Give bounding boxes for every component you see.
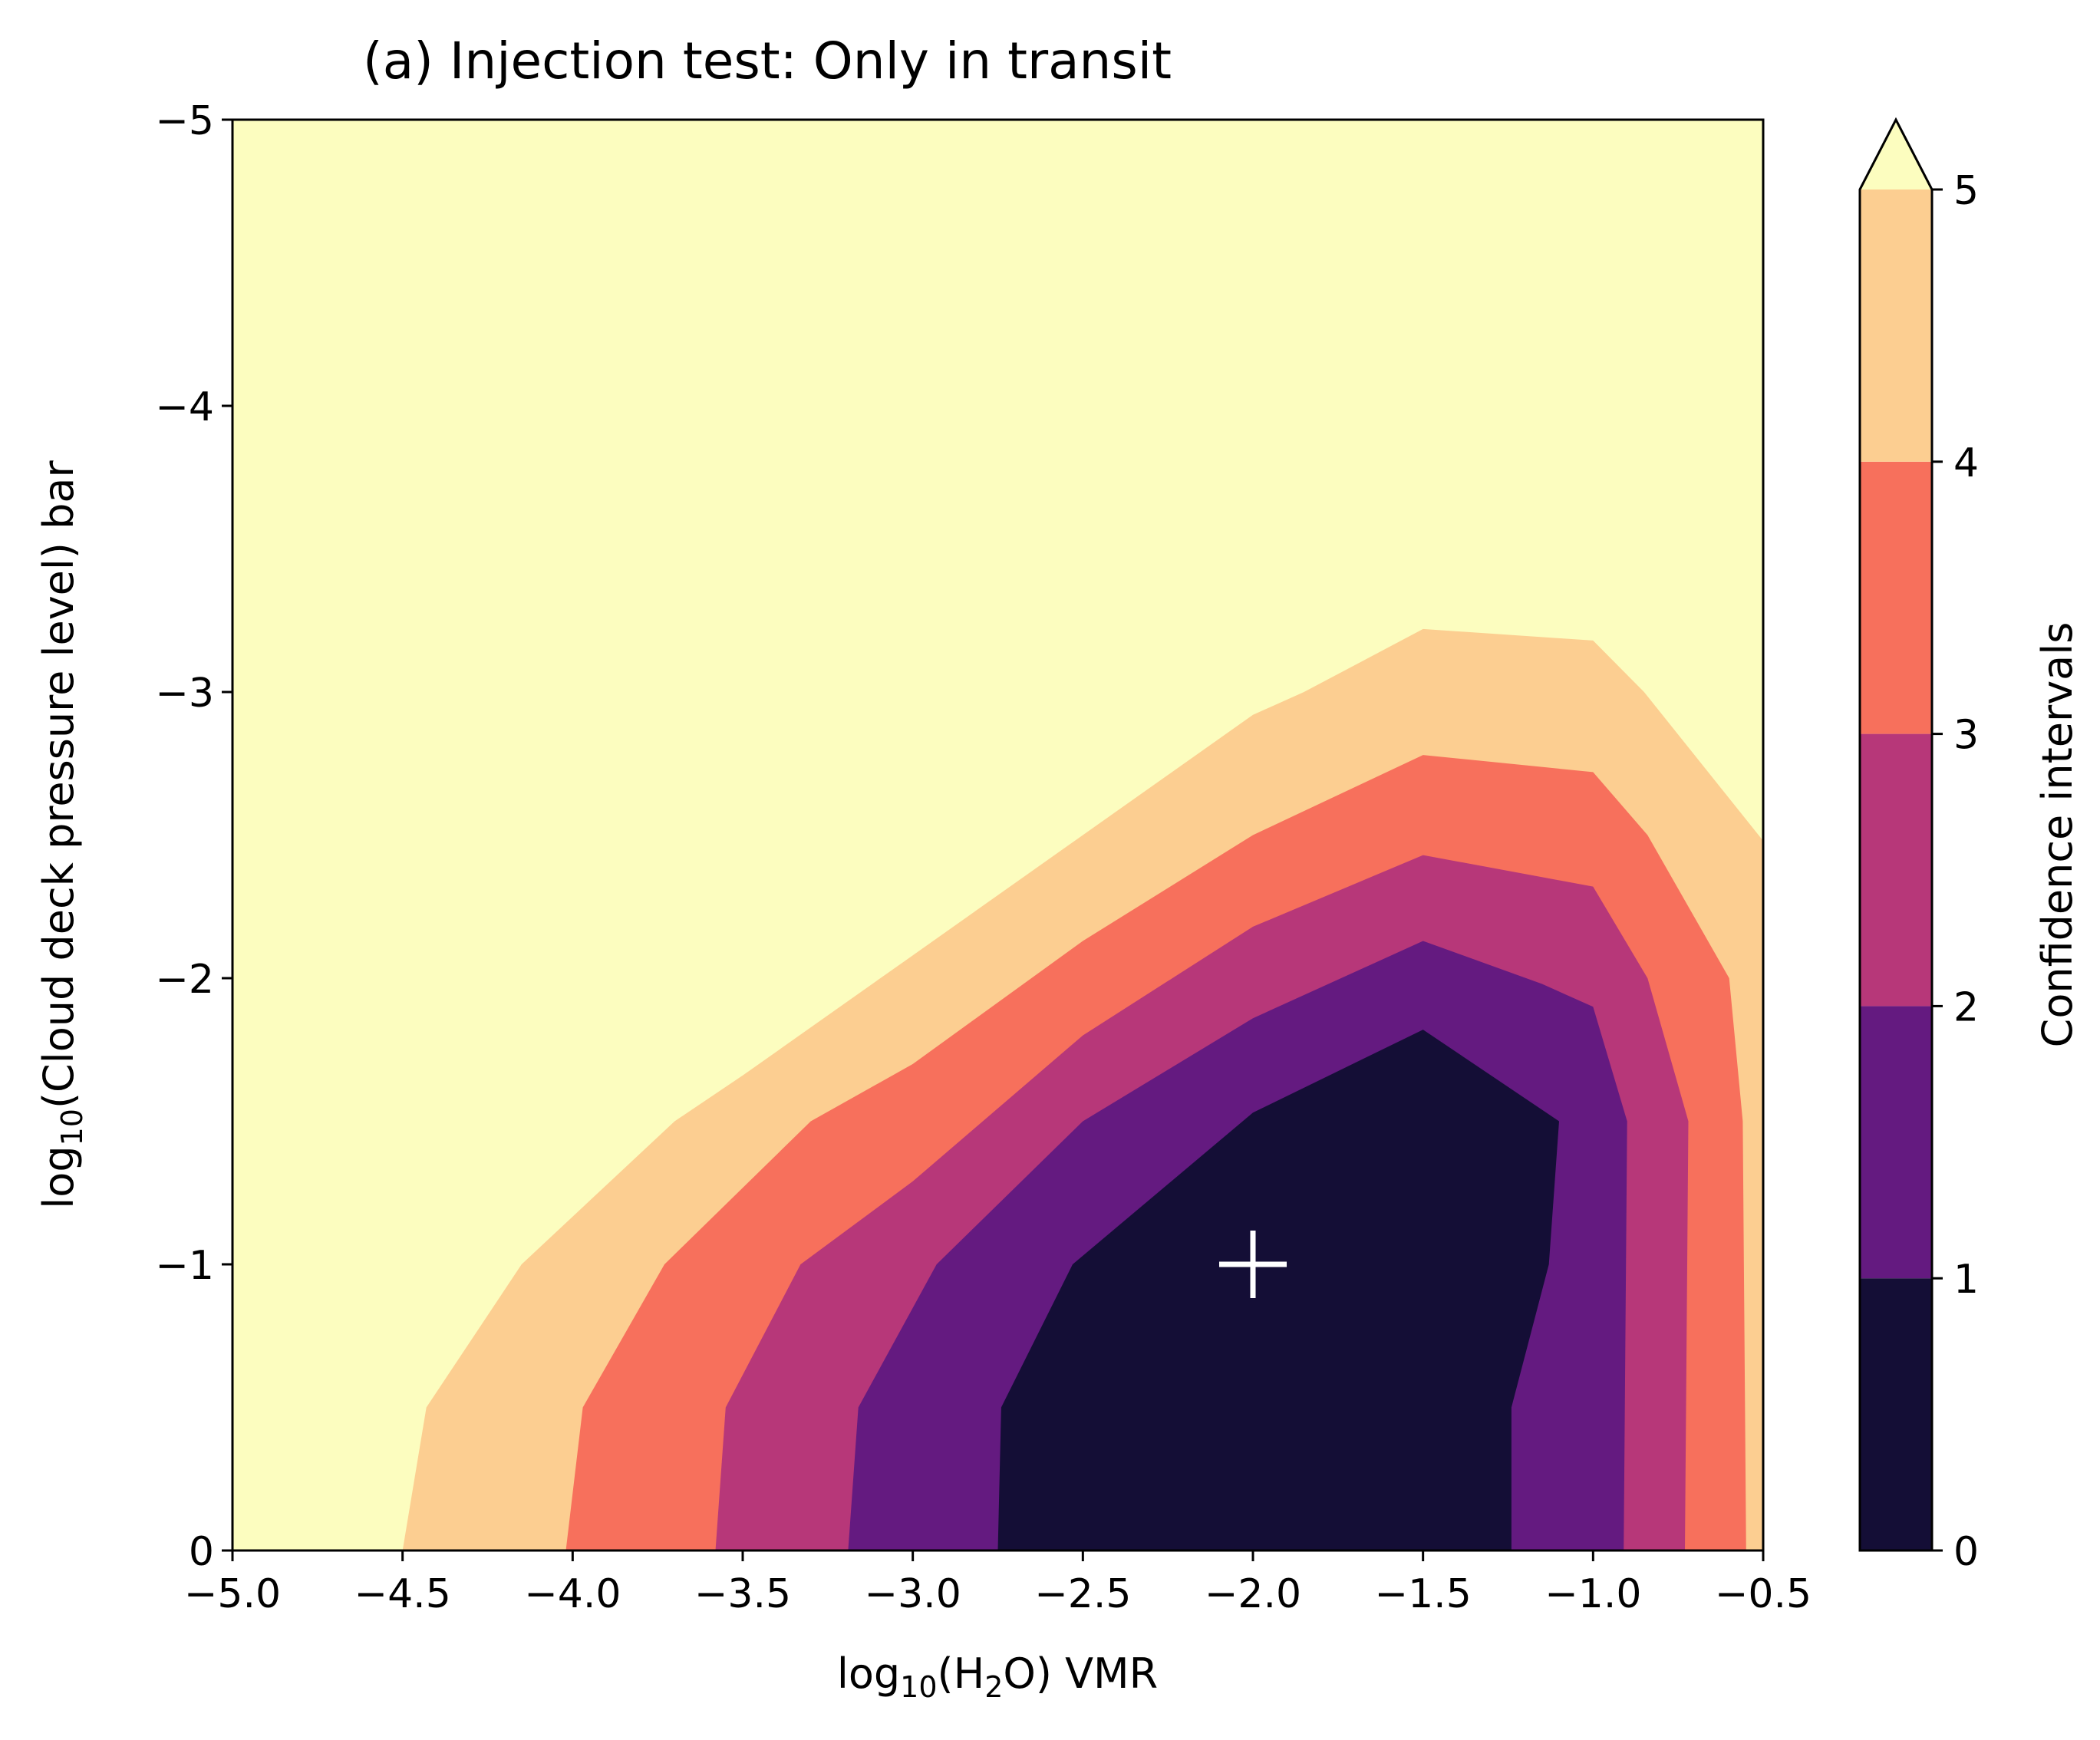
- x-axis: −5.0 −4.5 −4.0 −3.5 −3.0 −2.5 −2.0 −1.5 −1.0 −0.5: [184, 1551, 1812, 1617]
- contour-band-0: [997, 1030, 1559, 1551]
- colorbar-ticks: 0 1 2 3 4 5: [1932, 168, 1979, 1575]
- colorbar-tick-label: 1: [1953, 1257, 1979, 1303]
- y-tick-label: −1: [155, 1243, 214, 1289]
- y-axis-label: log10(Cloud deck pressure level) bar: [35, 460, 89, 1208]
- x-axis-label: log10(H2O) VMR: [837, 1649, 1158, 1704]
- colorbar-tick-label: 0: [1953, 1529, 1979, 1575]
- colorbar-segment: [1860, 1006, 1932, 1279]
- colorbar-tick-label: 3: [1953, 713, 1979, 759]
- x-tick-label: −0.5: [1715, 1571, 1812, 1617]
- x-tick-label: −3.5: [694, 1571, 791, 1617]
- colorbar-outline: [1858, 117, 1934, 1552]
- colorbar-segment: [1860, 1278, 1932, 1551]
- contour-layer: [402, 628, 1763, 1551]
- y-tick-label: −2: [155, 957, 214, 1003]
- x-tick-label: −5.0: [184, 1571, 281, 1617]
- colorbar-extend-arrow: [1860, 120, 1932, 189]
- x-tick-label: −2.5: [1034, 1571, 1131, 1617]
- colorbar-tick-label: 5: [1953, 168, 1979, 214]
- x-tick-label: −4.0: [524, 1571, 621, 1617]
- plot-area: [232, 120, 1763, 1551]
- injected-point-marker: [1219, 1231, 1287, 1298]
- plot-frame: [231, 118, 1765, 1552]
- y-tick-label: 0: [189, 1529, 214, 1575]
- colorbar-tick-label: 4: [1953, 440, 1979, 486]
- x-tick-label: −3.0: [865, 1571, 961, 1617]
- colorbar-tick-label: 2: [1953, 984, 1979, 1030]
- y-axis: 0 −1 −2 −3 −4 −5: [155, 98, 232, 1575]
- x-tick-label: −2.0: [1205, 1571, 1301, 1617]
- y-tick-label: −4: [155, 384, 214, 430]
- colorbar-label: Confidence intervals: [2033, 622, 2082, 1048]
- injected-marker-layer: [1219, 1231, 1287, 1298]
- x-tick-label: −4.5: [354, 1571, 451, 1617]
- y-tick-label: −5: [155, 98, 214, 144]
- x-tick-label: −1.0: [1545, 1571, 1641, 1617]
- y-tick-label: −3: [155, 671, 214, 717]
- x-tick-label: −1.5: [1375, 1571, 1472, 1617]
- chart-title: (a) Injection test: Only in transit: [363, 31, 1172, 91]
- colorbar: [1858, 117, 1934, 1552]
- colorbar-segment: [1860, 461, 1932, 734]
- colorbar-segment: [1860, 189, 1932, 462]
- colorbar-segment: [1860, 733, 1932, 1007]
